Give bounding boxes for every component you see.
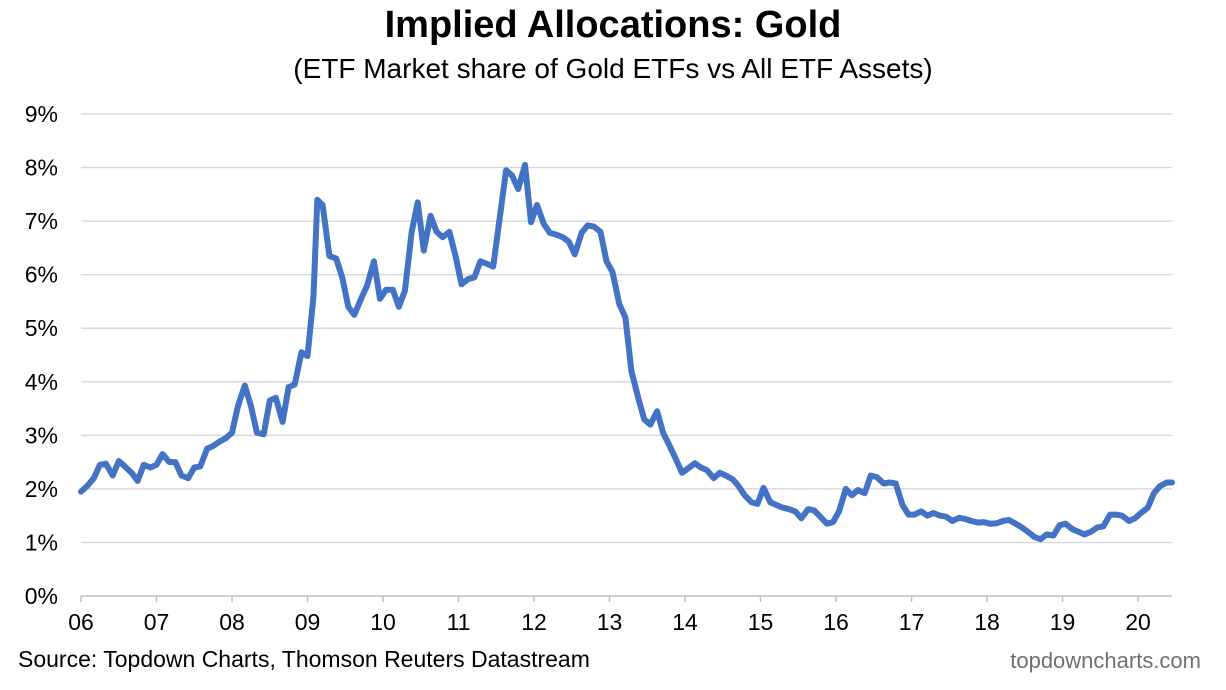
x-tick-label: 20 xyxy=(1125,609,1151,635)
y-tick-label: 2% xyxy=(25,476,58,502)
series-line xyxy=(78,161,1175,543)
chart-subtitle: (ETF Market share of Gold ETFs vs All ET… xyxy=(293,53,933,84)
x-tick-label: 13 xyxy=(597,609,623,635)
y-tick-label: 6% xyxy=(25,262,58,288)
x-tick-label: 18 xyxy=(974,609,1000,635)
y-tick-label: 8% xyxy=(25,155,58,181)
x-tick-label: 11 xyxy=(447,609,471,635)
x-tick-label: 12 xyxy=(521,609,547,635)
y-tick-label: 0% xyxy=(25,583,58,609)
y-tick-label: 9% xyxy=(25,101,58,127)
x-tick-label: 19 xyxy=(1050,609,1076,635)
x-axis-ticks: 06 07 08 09 10 11 12 13 14 15 16 17 18 19 20 xyxy=(68,596,1151,635)
brand-watermark: topdowncharts.com xyxy=(1010,648,1201,673)
source-note: Source: Topdown Charts, Thomson Reuters … xyxy=(18,646,590,672)
x-tick-label: 15 xyxy=(748,609,774,635)
x-tick-label: 16 xyxy=(823,609,849,635)
x-tick-label: 06 xyxy=(68,609,94,635)
x-tick-label: 14 xyxy=(672,609,698,635)
series-group xyxy=(78,161,1175,543)
y-tick-label: 7% xyxy=(25,208,58,234)
x-tick-label: 09 xyxy=(295,609,321,635)
y-tick-label: 1% xyxy=(25,529,58,555)
chart-title: Implied Allocations: Gold xyxy=(384,4,842,46)
gridlines xyxy=(81,113,1172,544)
x-tick-label: 07 xyxy=(144,609,170,635)
y-tick-label: 3% xyxy=(25,422,58,448)
x-tick-label: 08 xyxy=(219,609,245,635)
y-tick-label: 5% xyxy=(25,315,58,341)
y-axis-ticks: 0% 1% 2% 3% 4% 5% 6% 7% 8% 9% xyxy=(25,101,58,609)
x-tick-label: 10 xyxy=(370,609,396,635)
x-tick-label: 17 xyxy=(899,609,925,635)
y-tick-label: 4% xyxy=(25,369,58,395)
